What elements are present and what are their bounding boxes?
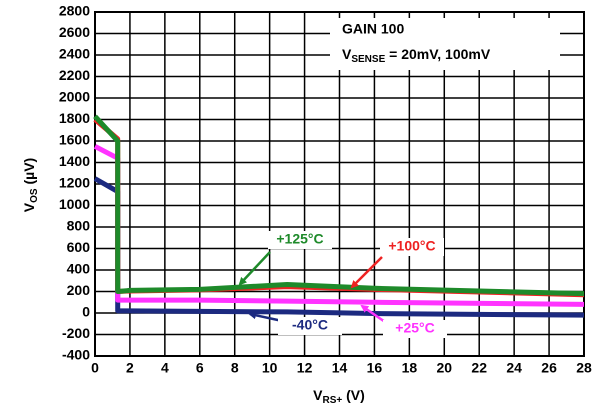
y-tick-label: 1200 [59, 175, 90, 191]
series-label: +25°C [395, 320, 434, 336]
y-tick-label: 800 [67, 218, 91, 234]
y-axis-label-rest: (µV) [21, 158, 37, 189]
y-tick-label: 1600 [59, 132, 90, 148]
callout-arrow [238, 251, 271, 286]
x-tick-label: 0 [91, 360, 99, 376]
annotation: VSENSE = 20mV, 100mV [342, 46, 491, 65]
x-axis-label: VRS+ (V) [313, 387, 365, 406]
y-tick-label: 0 [82, 304, 90, 320]
series-label: -40°C [292, 317, 328, 333]
annotation-box [330, 18, 560, 70]
y-tick-label: 200 [67, 282, 91, 298]
series-line [93, 114, 585, 297]
y-tick-label: 2200 [59, 67, 90, 83]
y-tick-label: 600 [67, 239, 91, 255]
y-axis-label-main: V [21, 202, 37, 212]
x-axis-label-sub: RS+ [323, 395, 343, 406]
y-tick-label: 2800 [59, 3, 90, 19]
x-tick-label: 16 [367, 360, 383, 376]
x-tick-label: 6 [196, 360, 204, 376]
x-tick-label: 8 [231, 360, 239, 376]
y-tick-label: 2000 [59, 89, 90, 105]
callout-bg [268, 231, 332, 249]
callout-arrow [350, 256, 383, 289]
callout-bg [383, 320, 447, 338]
x-tick-label: 26 [541, 360, 557, 376]
x-tick-label: 24 [506, 360, 522, 376]
y-tick-label: 2600 [59, 24, 90, 40]
x-tick-label: 2 [126, 360, 134, 376]
x-tick-label: 4 [161, 360, 169, 376]
x-axis-label-main: V [313, 387, 323, 403]
y-tick-label: 1000 [59, 196, 90, 212]
y-axis-label: VOS (µV) [21, 158, 40, 212]
y-tick-label: 2400 [59, 46, 90, 62]
annotation-rest: = 20mV, 100mV [385, 46, 491, 62]
x-tick-label: 18 [402, 360, 418, 376]
annotation: GAIN 100 [342, 21, 404, 37]
y-tick-label: 1800 [59, 110, 90, 126]
x-tick-label: 14 [332, 360, 348, 376]
callout-bg [278, 317, 342, 335]
annotation-sub: SENSE [351, 54, 385, 65]
y-tick-label: 400 [67, 261, 91, 277]
x-axis-label-rest: (V) [342, 387, 365, 403]
y-axis-label-sub: OS [29, 188, 40, 203]
y-tick-label: -200 [62, 325, 90, 341]
y-tick-label: 1400 [59, 153, 90, 169]
series-label: +100°C [388, 238, 435, 254]
x-tick-label: 10 [262, 360, 278, 376]
callout-bg [380, 238, 444, 256]
x-tick-label: 28 [576, 360, 592, 376]
x-tick-label: 22 [471, 360, 487, 376]
x-tick-label: 12 [297, 360, 313, 376]
y-tick-label: -400 [62, 347, 90, 363]
x-tick-label: 20 [436, 360, 452, 376]
annotation-main: V [342, 46, 352, 62]
series-label: +125°C [276, 231, 323, 247]
